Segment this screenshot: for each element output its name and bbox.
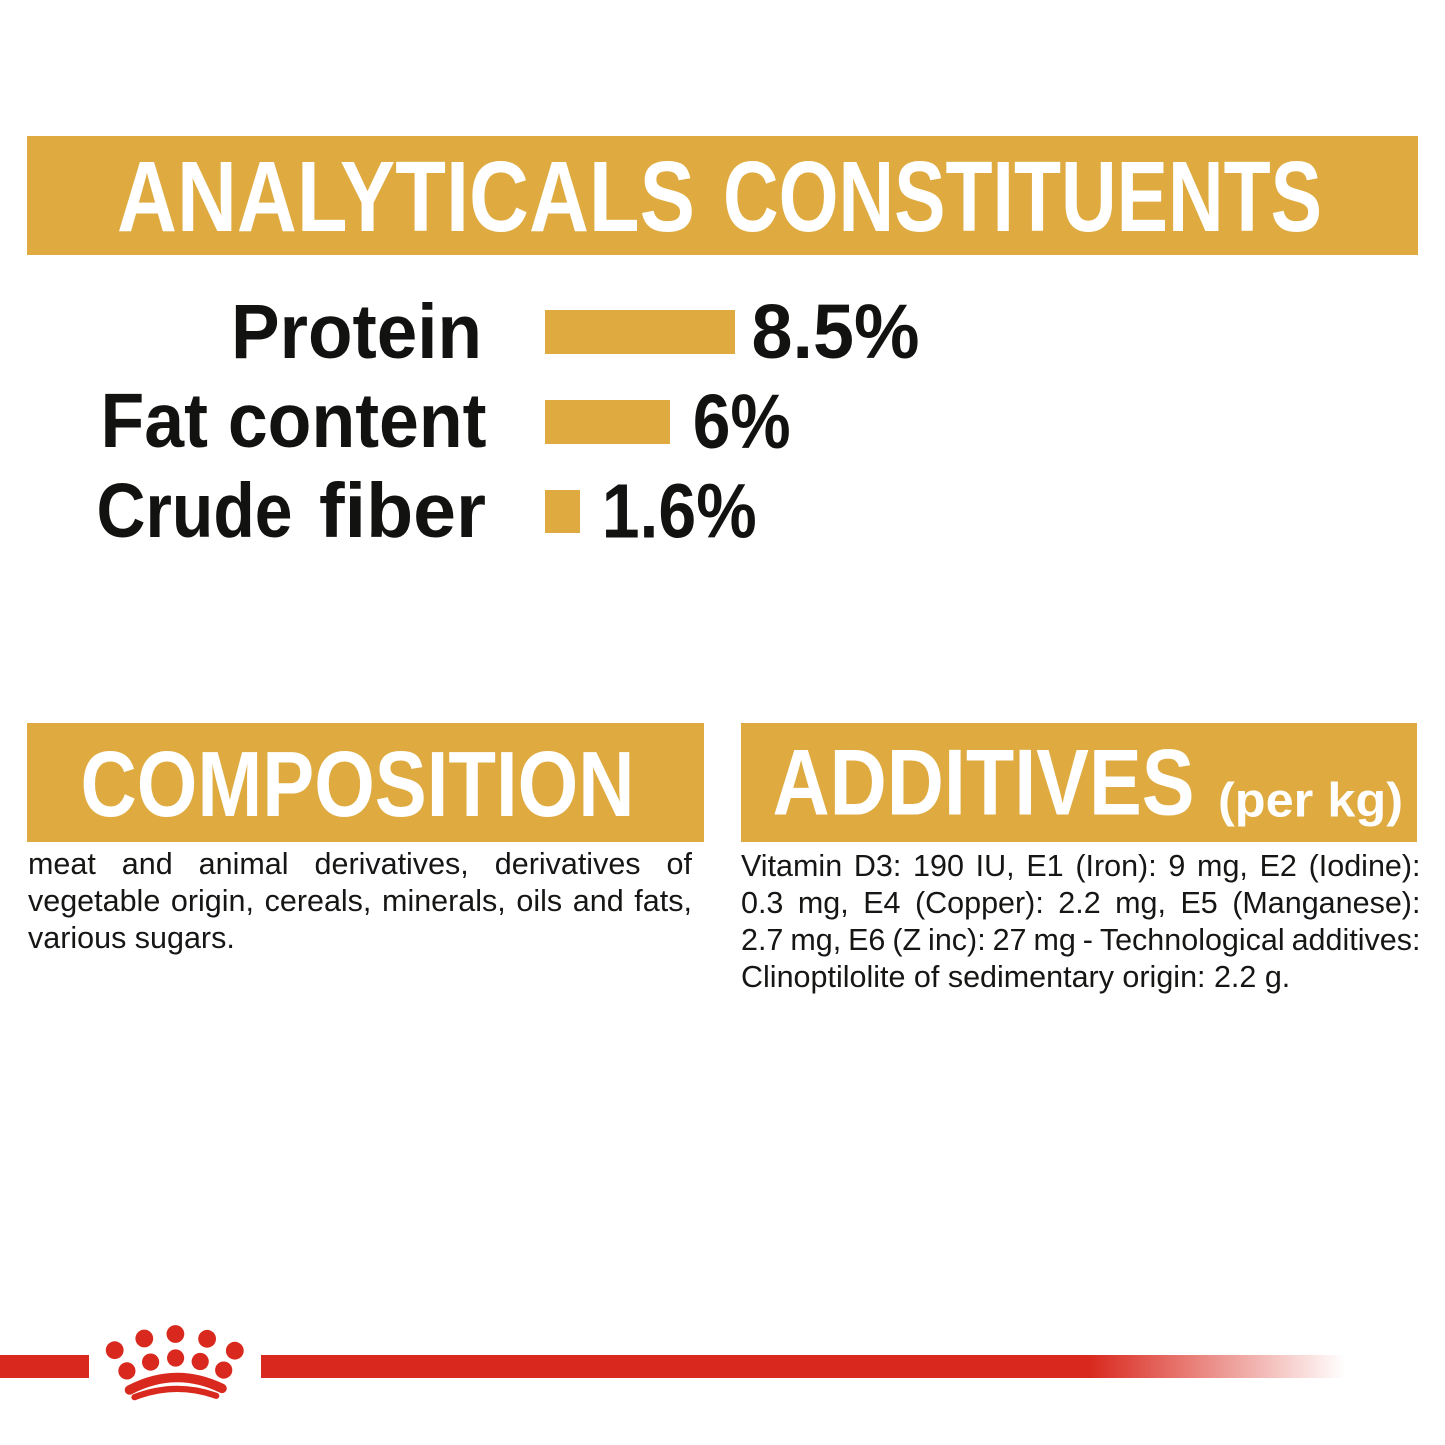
- svg-text:(per kg): (per kg): [1218, 775, 1403, 828]
- svg-text:6%: 6%: [693, 379, 791, 465]
- svg-text:Protein: Protein: [231, 289, 482, 375]
- svg-text:Fat content: Fat content: [101, 378, 487, 464]
- svg-text:Crude: Crude: [97, 468, 293, 554]
- svg-text:CONSTITUENTS: CONSTITUENTS: [723, 141, 1322, 253]
- svg-text:8.5%: 8.5%: [752, 289, 920, 375]
- svg-text:COMPOSITION: COMPOSITION: [81, 732, 635, 836]
- svg-text:ANALYTICALS: ANALYTICALS: [117, 141, 695, 253]
- svg-text:1.6%: 1.6%: [602, 469, 757, 555]
- svg-text:fiber: fiber: [319, 468, 486, 554]
- svg-text:ADDITIVES: ADDITIVES: [773, 730, 1195, 835]
